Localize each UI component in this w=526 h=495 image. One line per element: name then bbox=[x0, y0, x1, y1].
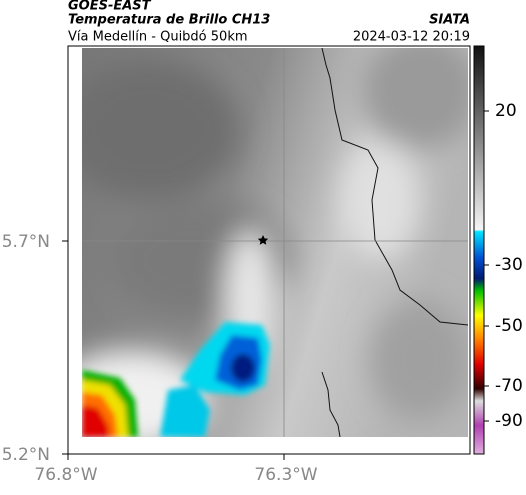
colorbar-label: -70 bbox=[495, 376, 523, 396]
source: SIATA bbox=[429, 13, 470, 28]
title: Temperatura de Brillo CH13 bbox=[68, 13, 270, 28]
colorbar-label: -30 bbox=[495, 255, 523, 275]
satellite: GOES-EAST bbox=[68, 0, 152, 14]
lon-label: 76.3°W bbox=[254, 465, 317, 485]
lon-label: 76.8°W bbox=[34, 465, 97, 485]
colorbar bbox=[473, 45, 485, 455]
colorbar-ticks: 20 -30 -50 -70 -90 bbox=[484, 101, 523, 431]
colorbar-label: -50 bbox=[495, 316, 523, 336]
lat-label: 5.2°N bbox=[2, 445, 50, 465]
colorbar-label: 20 bbox=[495, 101, 517, 121]
timestamp: 2024-03-12 20:19 bbox=[353, 30, 470, 45]
colorbar-label: -90 bbox=[495, 411, 523, 431]
map-frame bbox=[67, 45, 471, 455]
subtitle: Vía Medellín - Quibdó 50km bbox=[68, 30, 248, 45]
lat-label: 5.7°N bbox=[2, 232, 50, 252]
satellite-image bbox=[82, 48, 468, 437]
